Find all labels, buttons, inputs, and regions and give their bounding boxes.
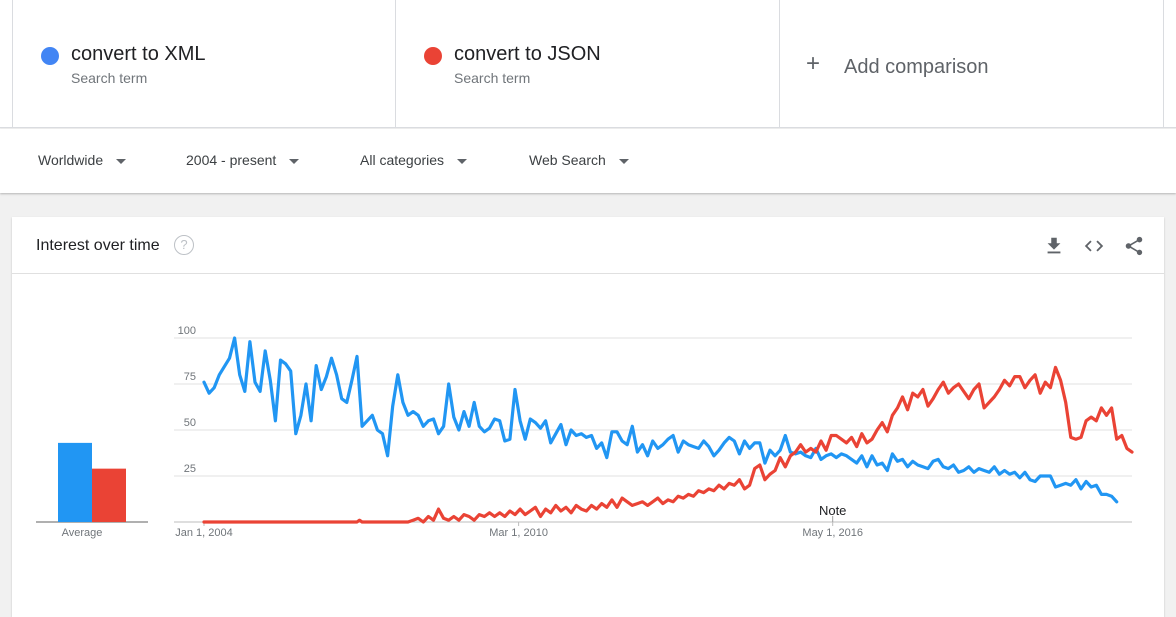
interest-chart: 100 75 50 25 Jan 1, 2004 Mar 1, 2010 May 1, 20… [36,325,1134,539]
search-term-card-xml[interactable]: convert to XML Search term [12,0,396,128]
time-range-dropdown[interactable]: 2004 - present [186,152,300,168]
share-icon[interactable] [1123,235,1145,257]
average-label: Average [62,527,103,539]
average-bar[interactable] [92,468,126,522]
dropdown-arrow-icon [618,158,629,164]
note-label[interactable]: Note [819,503,846,518]
y-tick-label: 75 [184,371,196,383]
x-tick-label: Mar 1, 2010 [489,527,548,539]
x-tick-label: Jan 1, 2004 [175,527,233,539]
filter-bar: Worldwide 2004 - present All categories … [0,129,1176,193]
card-title: Interest over time [36,237,160,254]
search-term-subtitle: Search term [71,70,148,86]
search-term-subtitle: Search term [454,70,531,86]
y-tick-label: 50 [184,417,196,429]
card-divider [12,273,1164,274]
dropdown-arrow-icon [116,158,127,164]
series-line-xml[interactable] [202,336,1119,504]
plus-icon: + [806,50,821,77]
y-tick-label: 100 [178,325,196,337]
series-line-json[interactable] [202,365,1134,524]
add-comparison-button[interactable]: + Add comparison [779,0,1164,128]
time-range-label: 2004 - present [186,152,277,168]
series-color-dot-json [424,47,442,65]
add-comparison-label: Add comparison [844,56,989,78]
region-dropdown[interactable]: Worldwide [38,152,127,168]
search-property-label: Web Search [529,152,606,168]
region-label: Worldwide [38,152,104,168]
embed-code-icon[interactable] [1083,235,1105,257]
average-bar[interactable] [58,442,92,522]
y-tick-label: 25 [184,463,196,475]
comparison-bar: convert to XML Search term convert to JS… [0,0,1176,128]
series-color-dot-xml [41,47,59,65]
search-term-card-json[interactable]: convert to JSON Search term [395,0,780,128]
help-icon[interactable]: ? [174,235,194,255]
dropdown-arrow-icon [457,158,468,164]
x-tick-label: May 1, 2016 [802,527,863,539]
category-dropdown[interactable]: All categories [360,152,468,168]
category-label: All categories [360,152,445,168]
search-property-dropdown[interactable]: Web Search [529,152,629,168]
search-term-name[interactable]: convert to XML [71,43,206,65]
download-icon[interactable] [1043,235,1065,257]
search-term-name[interactable]: convert to JSON [454,43,601,65]
interest-over-time-card: Interest over time ? 100 75 50 25 Jan 1, 200… [12,217,1164,617]
dropdown-arrow-icon [289,158,300,164]
